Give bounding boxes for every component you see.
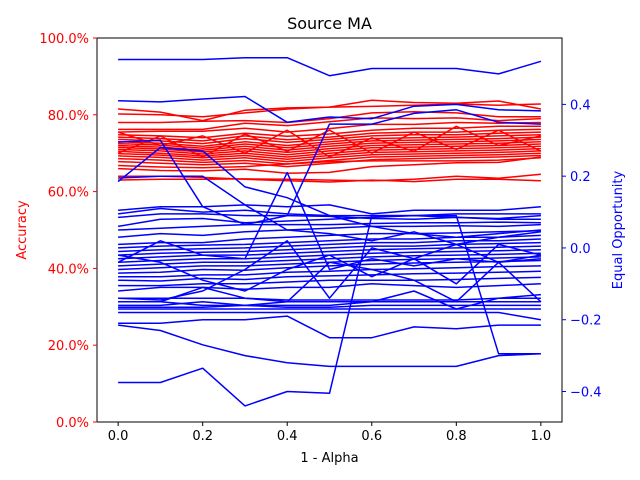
equal-opportunity-series-line-31 <box>118 301 541 308</box>
x-axis-title: 1 - Alpha <box>300 451 358 466</box>
equal-opportunity-series-line-35 <box>118 315 541 339</box>
right-tick-label: 0.4 <box>570 98 591 113</box>
chart-title: Source MA <box>287 14 372 33</box>
equal-opportunity-series-line-9 <box>117 214 541 228</box>
equal-opportunity-series-line-18 <box>118 252 541 267</box>
accuracy-series-line-9 <box>118 134 541 148</box>
accuracy-series-line-7 <box>118 128 541 142</box>
left-tick-label: 0.0% <box>56 416 89 431</box>
plot-frame <box>96 37 563 423</box>
equal-opportunity-series-line-33 <box>118 290 541 310</box>
accuracy-series-line-17 <box>118 152 541 165</box>
accuracy-series-line-6 <box>118 125 541 139</box>
equal-opportunity-series-line-23 <box>118 276 541 287</box>
left-tick-label: 80.0% <box>48 109 89 124</box>
equal-opportunity-series-line-6 <box>118 204 541 215</box>
accuracy-series-line-13 <box>118 143 541 156</box>
right-y-axis: −0.4 −0.2 0.0 0.2 0.4 <box>562 98 602 400</box>
accuracy-series-line-22 <box>118 173 541 182</box>
equal-opportunity-series-line-25 <box>118 261 542 303</box>
equal-opportunity-series-line-21 <box>118 265 541 278</box>
x-tick-label: 0.6 <box>361 429 382 444</box>
equal-opportunity-series-line-5 <box>118 175 541 246</box>
x-tick-label: 0.0 <box>108 429 129 444</box>
accuracy-series-line-2 <box>118 103 541 118</box>
right-tick-label: −0.4 <box>570 385 602 400</box>
accuracy-lines <box>117 99 542 183</box>
equal-opportunity-lines <box>117 56 542 407</box>
equal-opportunity-series-line-14 <box>118 238 541 253</box>
x-tick-label: 0.4 <box>277 429 298 444</box>
equal-opportunity-series-line-22 <box>118 270 541 282</box>
equal-opportunity-series-line-2 <box>118 95 541 124</box>
equal-opportunity-series-line-37 <box>118 214 541 407</box>
x-tick-label: 0.2 <box>192 429 213 444</box>
equal-opportunity-series-line-15 <box>118 241 541 256</box>
x-tick-label: 0.8 <box>446 429 467 444</box>
left-tick-label: 20.0% <box>48 339 89 354</box>
equal-opportunity-series-line-13 <box>118 234 541 249</box>
accuracy-series-line-23 <box>117 125 542 158</box>
accuracy-series-line-8 <box>118 131 541 145</box>
accuracy-series-line-18 <box>118 154 541 168</box>
accuracy-series-line-14 <box>118 145 541 158</box>
right-axis-title: Equal Opportunity <box>611 170 626 289</box>
right-tick-label: 0.2 <box>570 170 591 185</box>
left-tick-label: 100.0% <box>39 32 89 47</box>
equal-opportunity-series-line-7 <box>118 207 541 217</box>
equal-opportunity-series-line-11 <box>118 223 541 238</box>
equal-opportunity-series-line-3 <box>118 109 541 226</box>
right-tick-label: 0.0 <box>570 242 591 257</box>
equal-opportunity-series-line-12 <box>118 229 541 246</box>
left-tick-label: 40.0% <box>48 262 89 277</box>
accuracy-series-line-10 <box>118 136 541 149</box>
equal-opportunity-series-line-29 <box>118 301 541 307</box>
accuracy-series-line-21 <box>118 175 541 183</box>
left-axis-title: Accuracy <box>15 200 30 260</box>
equal-opportunity-series-line-34 <box>118 311 542 321</box>
equal-opportunity-series-line-10 <box>118 221 541 231</box>
accuracy-series-line-15 <box>118 147 541 161</box>
right-tick-label: −0.2 <box>570 314 602 329</box>
accuracy-series-line-16 <box>118 150 541 163</box>
x-axis: 0.0 0.2 0.4 0.6 0.8 1.0 <box>108 422 551 444</box>
equal-opportunity-series-line-16 <box>118 245 541 260</box>
equal-opportunity-series-line-1 <box>118 56 542 77</box>
equal-opportunity-series-line-27 <box>117 243 541 292</box>
equal-opportunity-series-line-36 <box>118 324 541 368</box>
x-tick-label: 1.0 <box>531 429 552 444</box>
accuracy-series-line-19 <box>118 157 541 169</box>
accuracy-series-line-4 <box>118 117 541 131</box>
accuracy-series-line-5 <box>118 121 541 133</box>
equal-opportunity-series-line-32 <box>118 297 541 301</box>
left-tick-label: 60.0% <box>48 186 89 201</box>
equal-opportunity-series-line-24 <box>118 283 541 292</box>
accuracy-series-line-20 <box>118 156 541 174</box>
equal-opportunity-series-line-26 <box>118 240 542 301</box>
left-y-axis: 0.0% 20.0% 40.0% 60.0% 80.0% 100.0% <box>39 32 97 431</box>
